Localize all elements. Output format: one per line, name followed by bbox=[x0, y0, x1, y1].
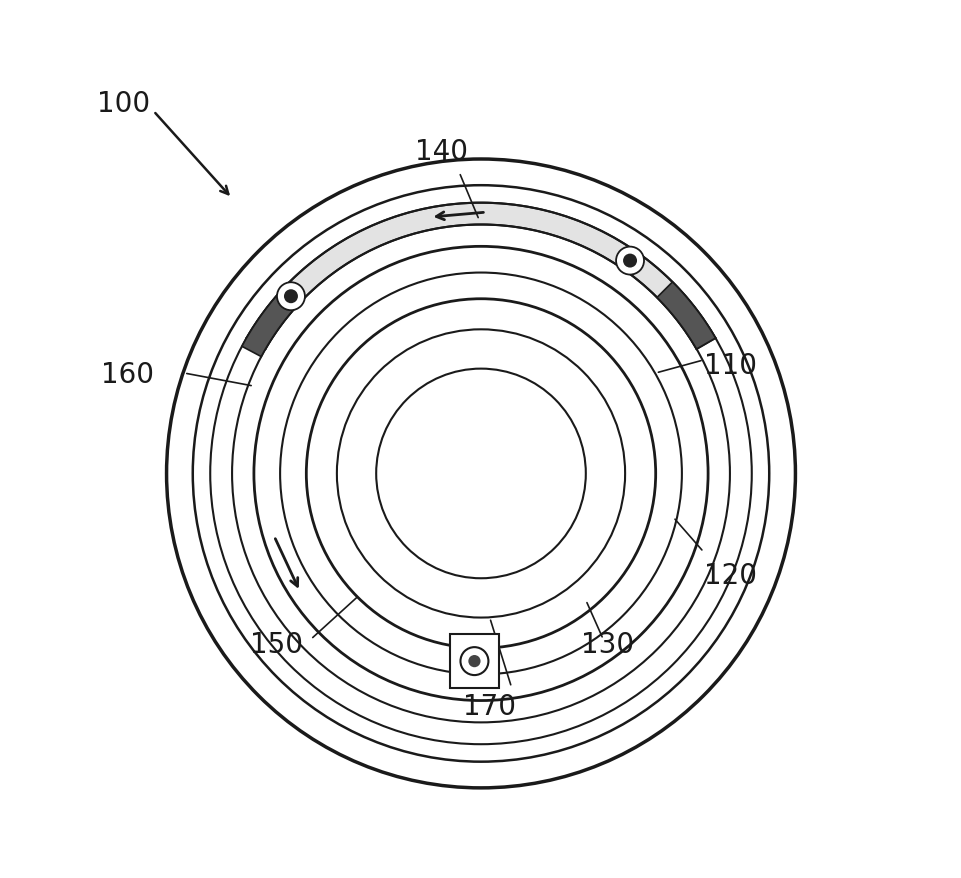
Text: 120: 120 bbox=[703, 561, 756, 589]
Text: 140: 140 bbox=[415, 138, 468, 166]
Text: 110: 110 bbox=[703, 351, 756, 379]
Polygon shape bbox=[450, 635, 499, 688]
Polygon shape bbox=[656, 283, 715, 349]
Polygon shape bbox=[246, 204, 715, 349]
Circle shape bbox=[623, 255, 636, 269]
Circle shape bbox=[615, 248, 643, 275]
Text: 170: 170 bbox=[463, 692, 516, 720]
Circle shape bbox=[277, 283, 305, 311]
Text: 160: 160 bbox=[101, 360, 154, 388]
Circle shape bbox=[460, 647, 488, 675]
Circle shape bbox=[468, 655, 480, 667]
Text: 100: 100 bbox=[97, 90, 150, 118]
Text: 150: 150 bbox=[249, 630, 302, 658]
Circle shape bbox=[283, 290, 298, 304]
Polygon shape bbox=[241, 283, 305, 357]
Text: 130: 130 bbox=[580, 630, 634, 658]
